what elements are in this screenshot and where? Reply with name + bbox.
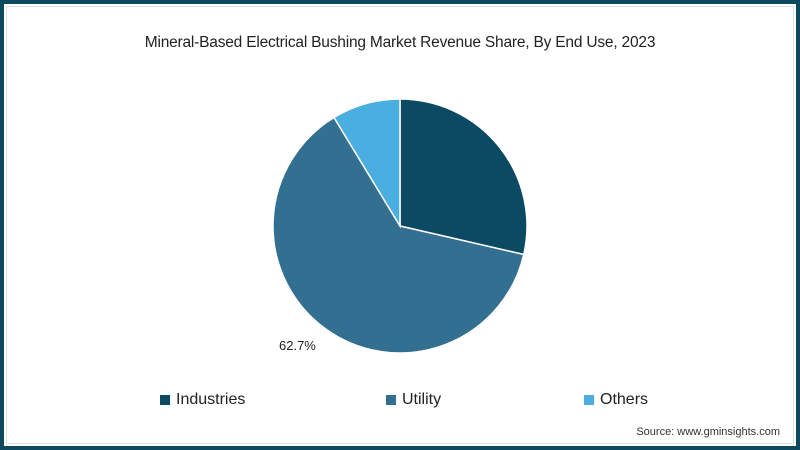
- legend: Industries Utility Others: [0, 391, 800, 411]
- pie-slice-utility: [272, 116, 525, 354]
- pie-slice-industries: [399, 98, 528, 256]
- pie-slices: [272, 98, 528, 354]
- legend-swatch-utility: [386, 395, 396, 405]
- legend-item-others: Others: [584, 391, 648, 409]
- legend-label-utility: Utility: [402, 391, 442, 408]
- utility-data-label: 62.7%: [279, 338, 316, 353]
- legend-swatch-industries: [160, 395, 170, 405]
- legend-item-industries: Industries: [160, 391, 245, 409]
- legend-label-others: Others: [600, 391, 649, 408]
- pie-slice-others: [332, 98, 401, 229]
- legend-item-utility: Utility: [386, 391, 441, 409]
- legend-swatch-others: [584, 395, 594, 405]
- source-credit: Source: www.gminsights.com: [636, 426, 780, 438]
- legend-label-industries: Industries: [176, 391, 246, 408]
- chart-title: Mineral-Based Electrical Bushing Market …: [144, 34, 656, 51]
